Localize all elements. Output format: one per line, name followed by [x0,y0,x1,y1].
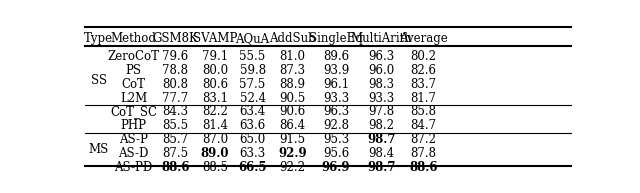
Text: 63.6: 63.6 [239,119,266,132]
Text: 90.6: 90.6 [279,105,305,118]
Text: 92.9: 92.9 [278,147,307,160]
Text: 65.0: 65.0 [239,133,266,146]
Text: 88.6: 88.6 [409,161,438,174]
Text: 81.4: 81.4 [202,119,228,132]
Text: 92.8: 92.8 [323,119,349,132]
Text: 91.5: 91.5 [279,133,305,146]
Text: CoT_SC: CoT_SC [110,105,157,118]
Text: 82.2: 82.2 [202,105,228,118]
Text: Method: Method [111,32,157,45]
Text: L2M: L2M [120,91,147,105]
Text: 87.8: 87.8 [410,147,436,160]
Text: GSM8K: GSM8K [152,32,198,45]
Text: PHP: PHP [120,119,147,132]
Text: 87.3: 87.3 [279,64,305,77]
Text: 83.1: 83.1 [202,91,228,105]
Text: 98.4: 98.4 [369,147,395,160]
Text: 87.5: 87.5 [162,147,188,160]
Text: 96.0: 96.0 [369,64,395,77]
Text: SingleEq: SingleEq [309,32,363,45]
Text: 93.9: 93.9 [323,64,349,77]
Text: 78.8: 78.8 [162,64,188,77]
Text: 88.5: 88.5 [202,161,228,174]
Text: 95.6: 95.6 [323,147,349,160]
Text: 63.4: 63.4 [239,105,266,118]
Text: 66.5: 66.5 [238,161,267,174]
Text: AS-P: AS-P [119,133,148,146]
Text: 80.6: 80.6 [202,78,228,91]
Text: 96.1: 96.1 [323,78,349,91]
Text: 80.0: 80.0 [202,64,228,77]
Text: SS: SS [91,74,107,87]
Text: 80.8: 80.8 [162,78,188,91]
Text: 98.2: 98.2 [369,119,395,132]
Text: 55.5: 55.5 [239,50,266,63]
Text: 80.2: 80.2 [410,50,436,63]
Text: 84.7: 84.7 [410,119,436,132]
Text: 79.6: 79.6 [162,50,188,63]
Text: 81.0: 81.0 [279,50,305,63]
Text: PS: PS [125,64,141,77]
Text: 57.5: 57.5 [239,78,266,91]
Text: 98.7: 98.7 [367,161,396,174]
Text: 88.6: 88.6 [161,161,189,174]
Text: 93.3: 93.3 [369,91,395,105]
Text: 52.4: 52.4 [239,91,266,105]
Text: 77.7: 77.7 [162,91,188,105]
Text: MultiArith: MultiArith [351,32,412,45]
Text: MS: MS [89,143,109,156]
Text: AS-PD: AS-PD [115,161,153,174]
Text: AddSub: AddSub [269,32,316,45]
Text: Average: Average [399,32,447,45]
Text: Type: Type [84,32,113,45]
Text: 90.5: 90.5 [279,91,305,105]
Text: ZeroCoT: ZeroCoT [108,50,159,63]
Text: AQuA: AQuA [236,32,269,45]
Text: 84.3: 84.3 [162,105,188,118]
Text: 89.6: 89.6 [323,50,349,63]
Text: 87.2: 87.2 [410,133,436,146]
Text: 93.3: 93.3 [323,91,349,105]
Text: 85.7: 85.7 [162,133,188,146]
Text: 87.0: 87.0 [202,133,228,146]
Text: 79.1: 79.1 [202,50,228,63]
Text: 97.8: 97.8 [369,105,395,118]
Text: 63.3: 63.3 [239,147,266,160]
Text: 82.6: 82.6 [410,64,436,77]
Text: 96.3: 96.3 [323,105,349,118]
Text: CoT: CoT [122,78,145,91]
Text: 83.7: 83.7 [410,78,436,91]
Text: 59.8: 59.8 [239,64,266,77]
Text: 96.9: 96.9 [322,161,350,174]
Text: SVAMP: SVAMP [193,32,237,45]
Text: 86.4: 86.4 [279,119,305,132]
Text: 89.0: 89.0 [201,147,229,160]
Text: 85.5: 85.5 [162,119,188,132]
Text: AS-D: AS-D [118,147,148,160]
Text: 88.9: 88.9 [279,78,305,91]
Text: 92.2: 92.2 [279,161,305,174]
Text: 98.7: 98.7 [367,133,396,146]
Text: 95.3: 95.3 [323,133,349,146]
Text: 85.8: 85.8 [410,105,436,118]
Text: 81.7: 81.7 [410,91,436,105]
Text: 96.3: 96.3 [369,50,395,63]
Text: 98.3: 98.3 [369,78,395,91]
